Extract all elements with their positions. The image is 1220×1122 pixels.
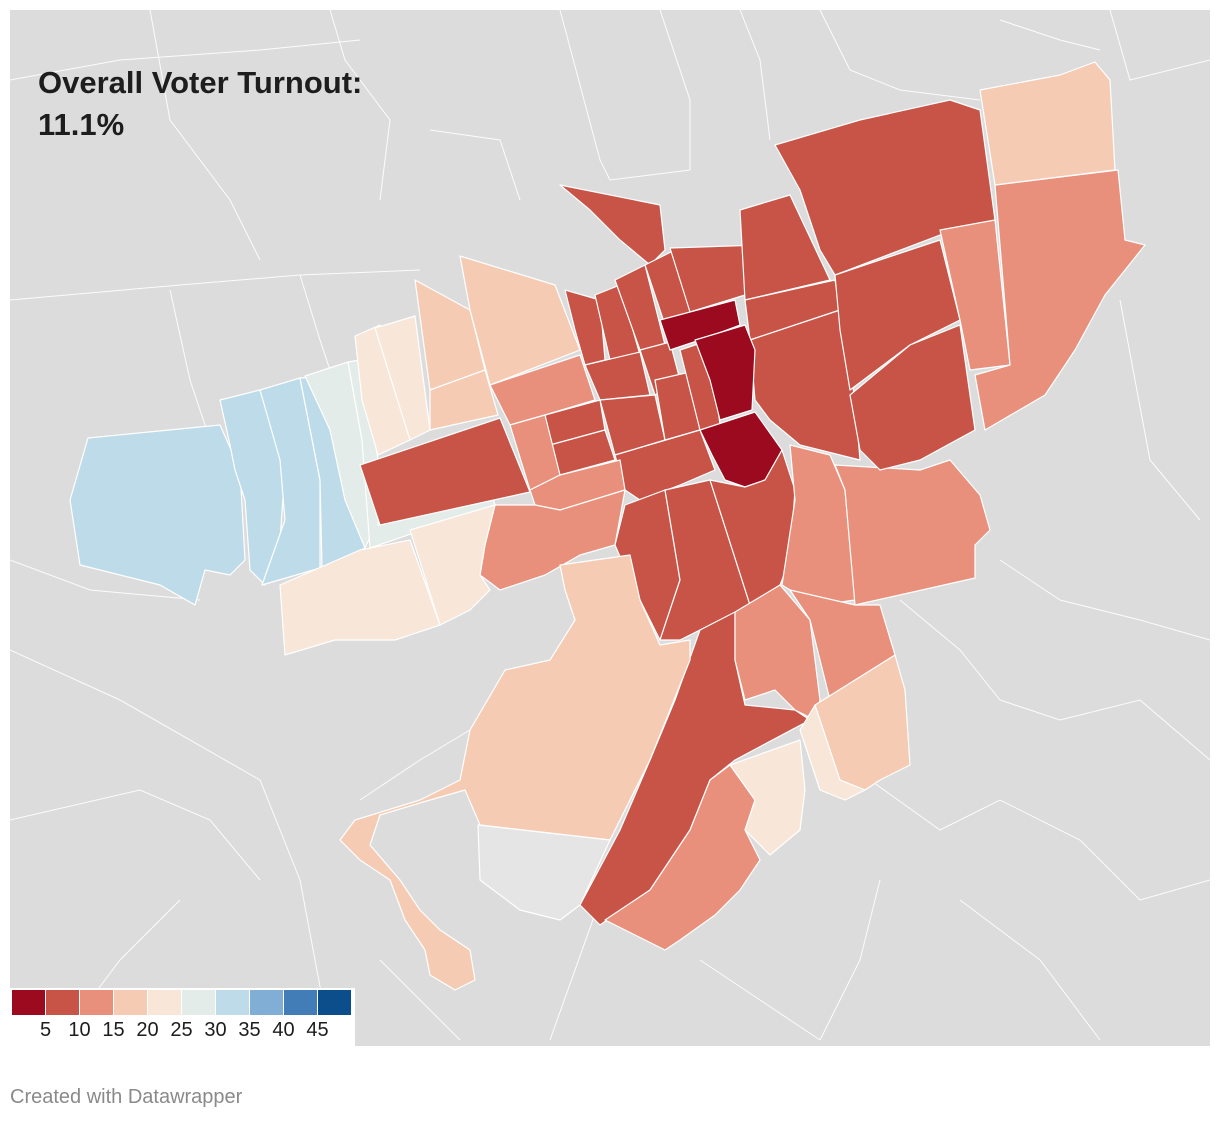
precinct-darkest-2[interactable] <box>694 324 756 421</box>
legend-swatch <box>148 990 181 1015</box>
background-boundaries <box>10 10 1210 1041</box>
legend-tick-label: 25 <box>170 1019 193 1041</box>
precinct-west-1[interactable] <box>69 424 246 606</box>
precinct-ne-salmon-2[interactable] <box>974 169 1146 431</box>
precinct-ne-3[interactable] <box>849 324 976 471</box>
precincts <box>69 61 1146 991</box>
precinct-nw-5[interactable] <box>459 255 581 386</box>
precinct-nw-4[interactable] <box>429 369 499 431</box>
legend-swatch <box>216 990 249 1015</box>
legend-tick-label: 15 <box>102 1019 125 1041</box>
precinct-no-data[interactable] <box>477 824 611 921</box>
map-title: Overall Voter Turnout: 11.1% <box>38 62 362 146</box>
map-title-line1: Overall Voter Turnout: <box>38 65 363 100</box>
precinct-sw-2[interactable] <box>409 504 496 626</box>
legend-tick-label: 10 <box>68 1019 91 1041</box>
precinct-s1[interactable] <box>489 354 596 426</box>
legend-swatch <box>12 990 45 1015</box>
legend-swatch <box>318 990 351 1015</box>
map-title-line2: 11.1% <box>38 107 125 142</box>
legend-tick-label: 40 <box>272 1019 295 1041</box>
precinct-e2[interactable] <box>834 459 991 606</box>
precinct-se-cream-1[interactable] <box>729 739 806 856</box>
legend-swatch <box>46 990 79 1015</box>
choropleth-map <box>10 10 1210 1041</box>
map-frame: Overall Voter Turnout: 11.1% 5 10 15 20 25 30… <box>10 10 1210 1046</box>
precinct-se-cream-2[interactable] <box>799 704 866 801</box>
legend-tick-label: 30 <box>204 1019 227 1041</box>
legend-swatch <box>80 990 113 1015</box>
precinct-e3[interactable] <box>734 584 821 721</box>
legend-tick-label: 5 <box>39 1019 52 1041</box>
precinct-ne-salmon-1[interactable] <box>939 219 1011 371</box>
precinct-central-w[interactable] <box>359 417 531 526</box>
precinct-south-peach[interactable] <box>339 554 691 991</box>
precinct-north-strip[interactable] <box>559 184 666 266</box>
precinct-c6[interactable] <box>739 194 831 301</box>
legend-swatch <box>114 990 147 1015</box>
precinct-nw-1[interactable] <box>354 324 411 456</box>
legend-swatch <box>284 990 317 1015</box>
legend-tick-label: 20 <box>136 1019 159 1041</box>
legend-tick-label: 35 <box>238 1019 261 1041</box>
legend-swatch <box>182 990 215 1015</box>
legend-tick-label: 45 <box>306 1019 329 1041</box>
color-legend: 5 10 15 20 25 30 35 40 45 <box>10 988 355 1046</box>
legend-swatch <box>250 990 283 1015</box>
credit-text[interactable]: Created with Datawrapper <box>10 1086 243 1108</box>
precinct-ne-peach[interactable] <box>979 61 1116 186</box>
precinct-sw-1[interactable] <box>279 539 441 656</box>
